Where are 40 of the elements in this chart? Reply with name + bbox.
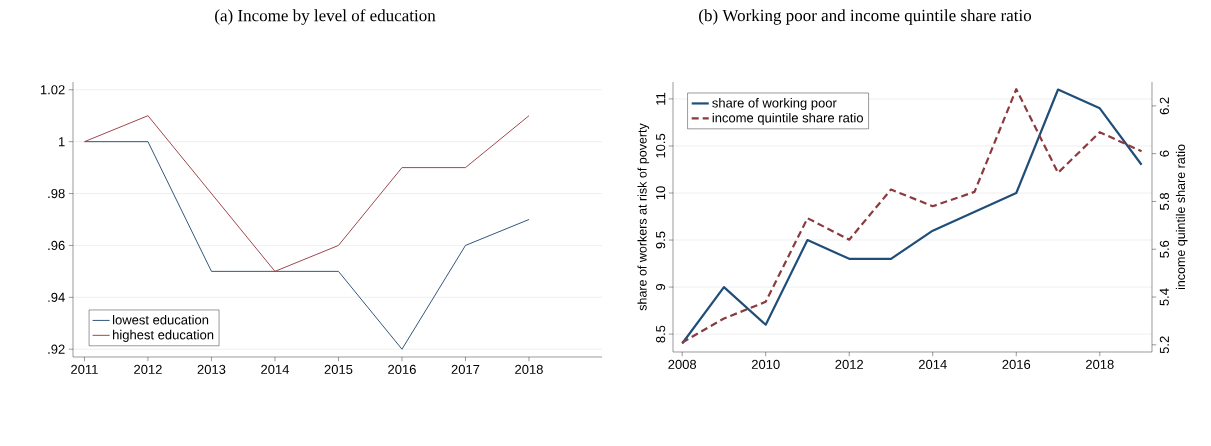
x-tick-label: 2011 <box>71 364 98 374</box>
y-tick-label: 10 <box>656 186 666 200</box>
y-tick-label: 11 <box>656 92 666 105</box>
y2-tick-label: 6 <box>1159 150 1169 157</box>
x-tick-label: 2012 <box>134 364 162 374</box>
y2-tick-label: 6.2 <box>1159 97 1169 115</box>
y2-axis-title: income quintile share ratio <box>1175 144 1188 290</box>
legend-label: lowest education <box>113 314 209 325</box>
x-tick-label: 2016 <box>388 364 416 374</box>
y-tick-label: 10.5 <box>656 133 666 158</box>
y-tick-label: 9.5 <box>656 231 666 249</box>
x-tick-label: 2016 <box>1002 359 1031 369</box>
y-tick-label: 1.02 <box>40 85 65 95</box>
y-tick-label: 9 <box>656 284 666 291</box>
legend-label: income quintile share ratio <box>712 112 863 126</box>
x-tick-label: 2013 <box>197 364 226 374</box>
x-tick-label: 2014 <box>261 364 290 374</box>
y2-tick-label: 5.8 <box>1159 192 1169 210</box>
y-tick-label: .92 <box>48 344 65 354</box>
legend-label: highest education <box>113 329 214 342</box>
y2-tick-label: 5.6 <box>1159 240 1169 258</box>
y-tick-label: .96 <box>48 240 65 251</box>
y-tick-label: .98 <box>48 188 65 199</box>
y2-tick-label: 5.2 <box>1159 336 1169 354</box>
legend-label: share of working poor <box>712 97 837 111</box>
x-tick-label: 2014 <box>918 359 947 369</box>
chart-title: (a) Income by level of education <box>215 9 436 25</box>
x-tick-label: 2015 <box>324 364 353 374</box>
y-tick-label: 1 <box>58 137 65 147</box>
chart-title: (b) Working poor and income quintile share ratio <box>699 9 1032 25</box>
x-tick-label: 2012 <box>835 359 864 369</box>
y2-tick-label: 5.4 <box>1159 288 1169 306</box>
x-tick-label: 2018 <box>515 364 543 374</box>
x-tick-label: 2008 <box>668 359 697 369</box>
x-tick-label: 2018 <box>1085 359 1114 369</box>
y-tick-label: 8.5 <box>656 325 666 343</box>
y-axis-title: share of workers at risk of poverty <box>637 123 650 311</box>
x-tick-label: 2010 <box>751 359 780 369</box>
y-tick-label: .94 <box>48 292 65 302</box>
x-tick-label: 2017 <box>451 364 480 374</box>
